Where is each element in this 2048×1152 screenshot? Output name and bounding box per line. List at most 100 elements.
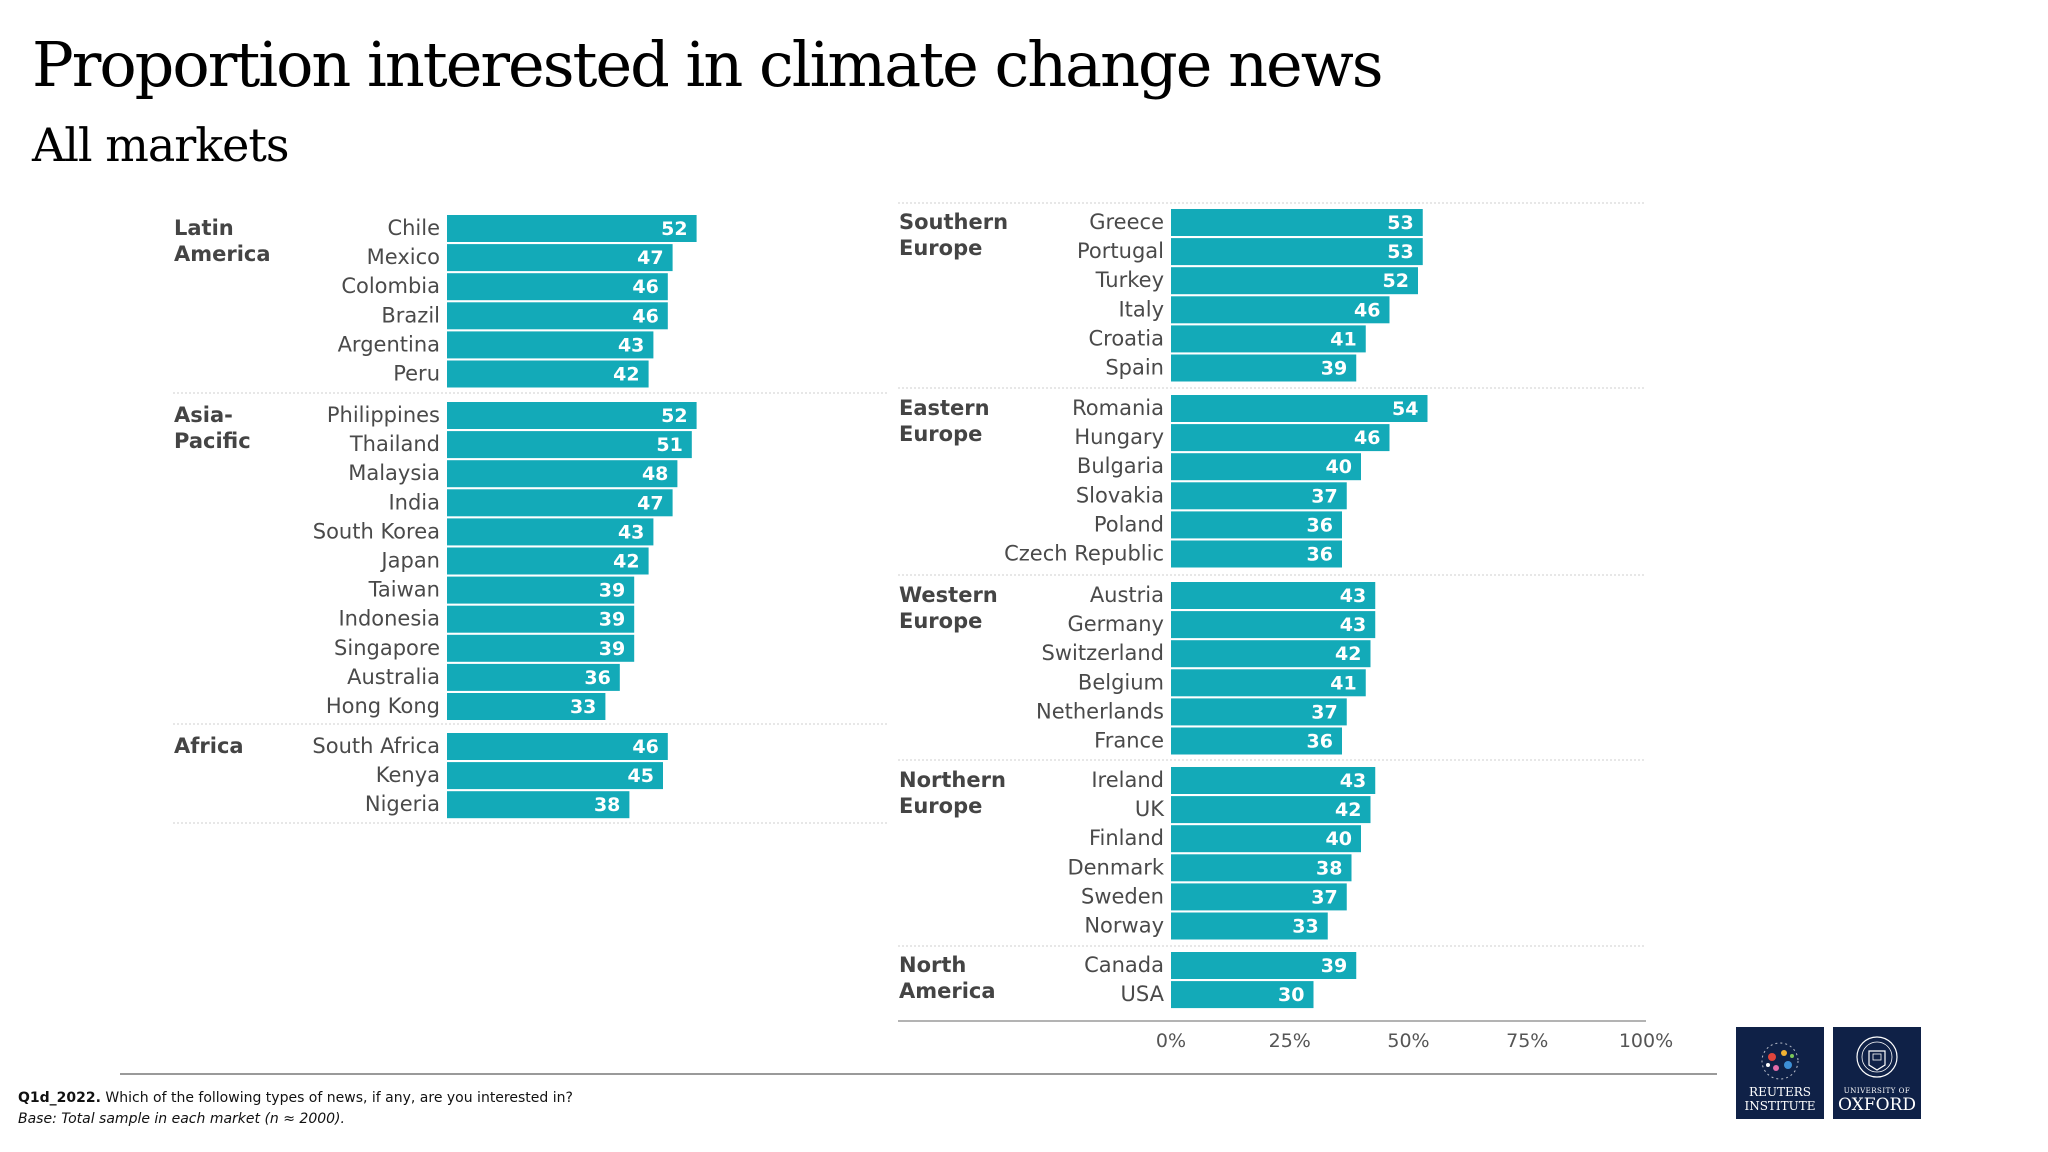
value-label-kenya: 45	[628, 765, 654, 787]
group-label-africa: Africa	[174, 734, 244, 758]
bar-turkey	[1171, 267, 1418, 295]
category-label-mexico: Mexico	[367, 245, 440, 269]
bar-australia	[447, 663, 620, 691]
group-label-northern-europe: Northern	[899, 768, 1006, 792]
category-label-bulgaria: Bulgaria	[1077, 454, 1164, 478]
bar-peru	[447, 360, 649, 388]
bar-belgium	[1171, 669, 1366, 697]
category-label-taiwan: Taiwan	[368, 578, 440, 602]
question-code: Q1d_2022.	[18, 1090, 101, 1106]
group-label-latin-america: America	[174, 242, 271, 266]
value-label-belgium: 41	[1330, 672, 1356, 694]
oxford-logo-line1: UNIVERSITY OF	[1843, 1087, 1911, 1095]
bar-malaysia	[447, 460, 678, 488]
value-label-argentina: 43	[618, 334, 644, 356]
question-text: Which of the following types of news, if…	[105, 1090, 573, 1106]
bar-thailand	[447, 431, 692, 459]
value-label-germany: 43	[1340, 614, 1366, 636]
category-label-greece: Greece	[1089, 210, 1164, 234]
bar-finland	[1171, 825, 1361, 853]
bar-sweden	[1171, 883, 1347, 911]
bar-japan	[447, 547, 649, 575]
category-label-italy: Italy	[1118, 297, 1164, 321]
category-label-finland: Finland	[1089, 826, 1164, 850]
category-label-slovakia: Slovakia	[1076, 483, 1164, 507]
x-tick-label: 0%	[1156, 1030, 1186, 1052]
value-label-turkey: 52	[1383, 270, 1409, 292]
category-label-switzerland: Switzerland	[1042, 641, 1165, 665]
group-label-latin-america: Latin	[174, 216, 234, 240]
category-label-spain: Spain	[1105, 356, 1164, 380]
bar-colombia	[447, 273, 668, 301]
group-label-western-europe: Europe	[899, 609, 982, 633]
value-label-indonesia: 39	[599, 609, 625, 631]
bar-kenya	[447, 762, 663, 790]
category-label-indonesia: Indonesia	[338, 607, 440, 631]
bar-usa	[1171, 981, 1314, 1009]
value-label-australia: 36	[584, 667, 610, 689]
value-label-spain: 39	[1321, 358, 1347, 380]
value-label-switzerland: 42	[1335, 643, 1361, 665]
category-label-thailand: Thailand	[349, 432, 440, 456]
bar-philippines	[447, 402, 697, 429]
value-label-slovakia: 37	[1311, 485, 1337, 507]
value-label-norway: 33	[1292, 916, 1318, 938]
bar-croatia	[1171, 325, 1366, 353]
category-label-portugal: Portugal	[1077, 239, 1164, 263]
category-label-philippines: Philippines	[327, 403, 440, 427]
reuters-logo-line2: INSTITUTE	[1744, 1099, 1816, 1113]
group-label-southern-europe: Europe	[899, 236, 982, 260]
bar-brazil	[447, 302, 668, 330]
bar-nigeria	[447, 791, 630, 819]
page-subtitle: All markets	[32, 118, 289, 172]
reuters-institute-logo: REUTERS INSTITUTE	[1736, 1027, 1824, 1119]
bar-norway	[1171, 912, 1328, 940]
value-label-portugal: 53	[1387, 241, 1413, 263]
bar-argentina	[447, 331, 654, 359]
bar-south-korea	[447, 518, 654, 546]
category-label-india: India	[388, 490, 440, 514]
value-label-italy: 46	[1354, 299, 1380, 321]
value-label-japan: 42	[613, 551, 639, 573]
category-label-romania: Romania	[1072, 396, 1164, 420]
bar-uk	[1171, 796, 1371, 824]
bar-indonesia	[447, 605, 635, 633]
value-label-colombia: 46	[632, 276, 658, 298]
reuters-logo-line1: REUTERS	[1749, 1085, 1811, 1099]
bar-singapore	[447, 634, 635, 662]
footer-base-note: Base: Total sample in each market (n ≈ 2…	[18, 1111, 345, 1127]
globe-dots-icon	[1761, 1042, 1799, 1080]
bar-ireland	[1171, 767, 1376, 794]
bar-germany	[1171, 611, 1376, 639]
category-label-colombia: Colombia	[341, 274, 440, 298]
university-of-oxford-logo: UNIVERSITY OF OXFORD	[1833, 1027, 1921, 1119]
value-label-peru: 42	[613, 364, 639, 386]
bar-netherlands	[1171, 698, 1347, 726]
oxford-logo-line2: OXFORD	[1838, 1095, 1916, 1115]
bar-chile	[447, 215, 697, 242]
group-label-asia-pacific: Pacific	[174, 429, 251, 453]
bar-mexico	[447, 244, 673, 272]
category-label-nigeria: Nigeria	[365, 792, 440, 816]
category-label-poland: Poland	[1094, 512, 1164, 536]
value-label-uk: 42	[1335, 799, 1361, 821]
group-label-asia-pacific: Asia-	[174, 403, 233, 427]
value-label-austria: 43	[1340, 585, 1366, 607]
bar-hungary	[1171, 424, 1390, 452]
value-label-brazil: 46	[632, 305, 658, 327]
bar-greece	[1171, 209, 1423, 236]
group-label-north-america: North	[899, 953, 966, 977]
value-label-india: 47	[637, 492, 663, 514]
value-label-nigeria: 38	[594, 794, 620, 816]
value-label-thailand: 51	[656, 434, 682, 456]
category-label-sweden: Sweden	[1081, 884, 1164, 908]
category-label-hong-kong: Hong Kong	[326, 694, 440, 718]
bar-bulgaria	[1171, 453, 1361, 481]
category-label-south-korea: South Korea	[313, 519, 440, 543]
category-label-czech-republic: Czech Republic	[1004, 542, 1164, 566]
value-label-hong-kong: 33	[570, 696, 596, 718]
category-label-ireland: Ireland	[1091, 768, 1164, 792]
bar-poland	[1171, 511, 1342, 539]
value-label-netherlands: 37	[1311, 701, 1337, 723]
